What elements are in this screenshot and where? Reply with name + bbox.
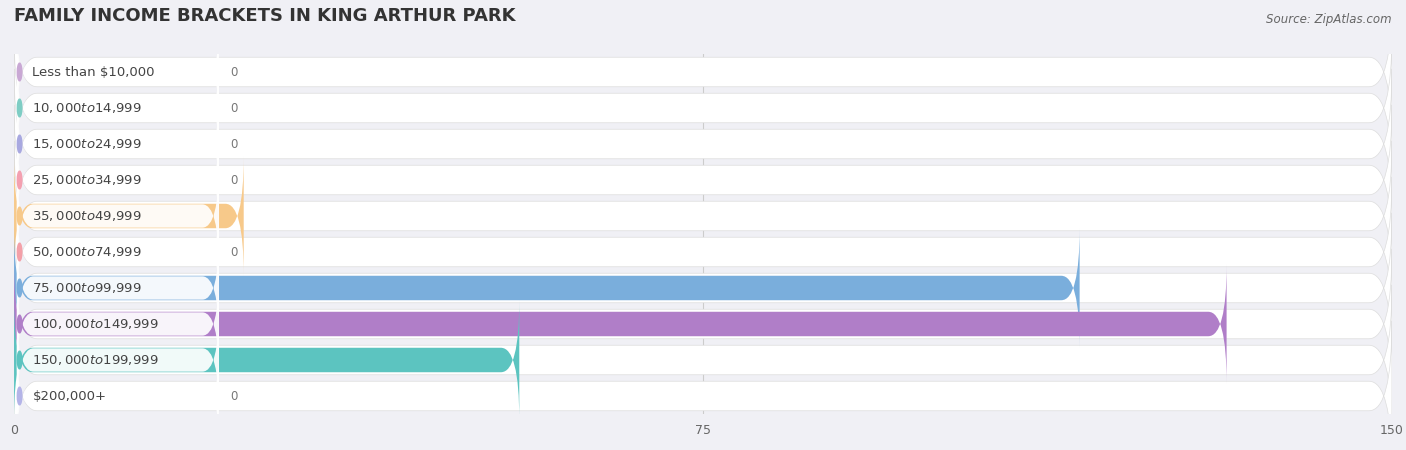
FancyBboxPatch shape	[14, 249, 1392, 399]
Text: 0: 0	[231, 102, 238, 114]
Text: 0: 0	[231, 138, 238, 150]
Text: Less than $10,000: Less than $10,000	[32, 66, 155, 78]
FancyBboxPatch shape	[14, 321, 1392, 450]
FancyBboxPatch shape	[17, 55, 219, 161]
FancyBboxPatch shape	[17, 127, 219, 233]
Text: $15,000 to $24,999: $15,000 to $24,999	[32, 137, 142, 151]
FancyBboxPatch shape	[17, 343, 219, 449]
Circle shape	[17, 279, 22, 297]
FancyBboxPatch shape	[17, 163, 219, 269]
FancyBboxPatch shape	[14, 177, 1392, 327]
FancyBboxPatch shape	[14, 264, 1226, 384]
Text: 116: 116	[1094, 282, 1118, 294]
FancyBboxPatch shape	[14, 69, 1392, 219]
FancyBboxPatch shape	[14, 156, 243, 276]
Text: 0: 0	[231, 174, 238, 186]
Text: 55: 55	[533, 354, 550, 366]
Text: $200,000+: $200,000+	[32, 390, 107, 402]
FancyBboxPatch shape	[17, 91, 219, 197]
FancyBboxPatch shape	[17, 307, 219, 413]
Text: 0: 0	[231, 246, 238, 258]
Circle shape	[17, 207, 22, 225]
FancyBboxPatch shape	[14, 0, 1392, 147]
Circle shape	[17, 351, 22, 369]
Text: $50,000 to $74,999: $50,000 to $74,999	[32, 245, 142, 259]
Text: $25,000 to $34,999: $25,000 to $34,999	[32, 173, 142, 187]
FancyBboxPatch shape	[17, 199, 219, 305]
FancyBboxPatch shape	[14, 228, 1080, 348]
Circle shape	[17, 171, 22, 189]
Text: $150,000 to $199,999: $150,000 to $199,999	[32, 353, 159, 367]
FancyBboxPatch shape	[14, 105, 1392, 255]
Circle shape	[17, 387, 22, 405]
Circle shape	[17, 243, 22, 261]
Text: FAMILY INCOME BRACKETS IN KING ARTHUR PARK: FAMILY INCOME BRACKETS IN KING ARTHUR PA…	[14, 7, 516, 25]
Circle shape	[17, 135, 22, 153]
Circle shape	[17, 99, 22, 117]
FancyBboxPatch shape	[14, 141, 1392, 291]
Text: $75,000 to $99,999: $75,000 to $99,999	[32, 281, 142, 295]
Text: 25: 25	[257, 210, 274, 222]
Text: 0: 0	[231, 66, 238, 78]
FancyBboxPatch shape	[17, 19, 219, 125]
FancyBboxPatch shape	[17, 235, 219, 341]
Text: 0: 0	[231, 390, 238, 402]
Text: $10,000 to $14,999: $10,000 to $14,999	[32, 101, 142, 115]
FancyBboxPatch shape	[14, 285, 1392, 435]
Text: $35,000 to $49,999: $35,000 to $49,999	[32, 209, 142, 223]
FancyBboxPatch shape	[14, 33, 1392, 183]
Circle shape	[17, 63, 22, 81]
Text: $100,000 to $149,999: $100,000 to $149,999	[32, 317, 159, 331]
Text: Source: ZipAtlas.com: Source: ZipAtlas.com	[1267, 14, 1392, 27]
FancyBboxPatch shape	[14, 300, 519, 420]
FancyBboxPatch shape	[17, 271, 219, 377]
Circle shape	[17, 315, 22, 333]
FancyBboxPatch shape	[14, 213, 1392, 363]
Text: 132: 132	[1240, 318, 1265, 330]
